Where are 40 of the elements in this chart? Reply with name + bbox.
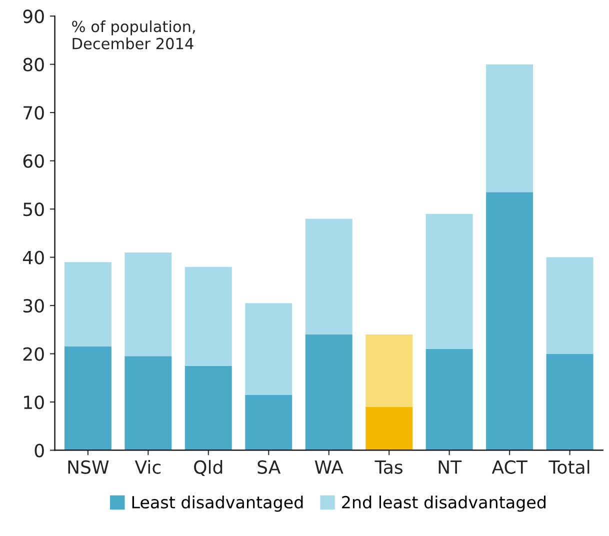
bar bbox=[546, 354, 594, 450]
x-tick-label: NT bbox=[438, 460, 462, 474]
bar bbox=[245, 303, 292, 395]
x-tick-label: NSW bbox=[68, 460, 109, 474]
x-tick-label: ACT bbox=[492, 460, 528, 474]
y-tick-label: 50 bbox=[24, 202, 44, 216]
y-tick-label: 10 bbox=[24, 395, 44, 410]
y-tick-label: 0 bbox=[34, 444, 44, 458]
legend-label: Least disadvantaged bbox=[132, 496, 303, 512]
y-tick-label: 60 bbox=[23, 154, 44, 168]
y-tick-label: 90 bbox=[23, 10, 44, 24]
y-tick-label: 20 bbox=[23, 347, 44, 361]
bar bbox=[486, 192, 534, 450]
legend-label: 2nd least disadvantaged bbox=[342, 496, 546, 512]
x-tick-label: Vic bbox=[134, 460, 160, 474]
x-tick-label: Tas bbox=[374, 460, 402, 474]
x-tick-label: SA bbox=[258, 460, 281, 474]
bar bbox=[64, 346, 112, 450]
bar bbox=[184, 366, 232, 450]
bar bbox=[245, 394, 292, 450]
bar bbox=[546, 257, 594, 354]
bar bbox=[124, 356, 172, 450]
y-tick-label: 80 bbox=[23, 58, 44, 72]
y-tick-label: 30 bbox=[23, 298, 44, 313]
bar bbox=[426, 348, 473, 450]
x-tick-label: WA bbox=[314, 460, 344, 474]
bar bbox=[64, 262, 112, 347]
y-tick-label: 70 bbox=[24, 106, 44, 120]
y-tick-label: 40 bbox=[22, 250, 44, 264]
bar bbox=[486, 64, 534, 192]
bar bbox=[366, 406, 413, 450]
bar bbox=[426, 214, 473, 349]
bar bbox=[305, 218, 352, 334]
x-tick-label: Total bbox=[548, 460, 590, 474]
annotation: % of population, December 2014 bbox=[72, 20, 195, 50]
bar bbox=[184, 266, 232, 366]
bar bbox=[366, 334, 413, 407]
bar bbox=[124, 252, 172, 356]
x-tick-label: Qld bbox=[194, 460, 222, 476]
bar bbox=[305, 334, 352, 450]
